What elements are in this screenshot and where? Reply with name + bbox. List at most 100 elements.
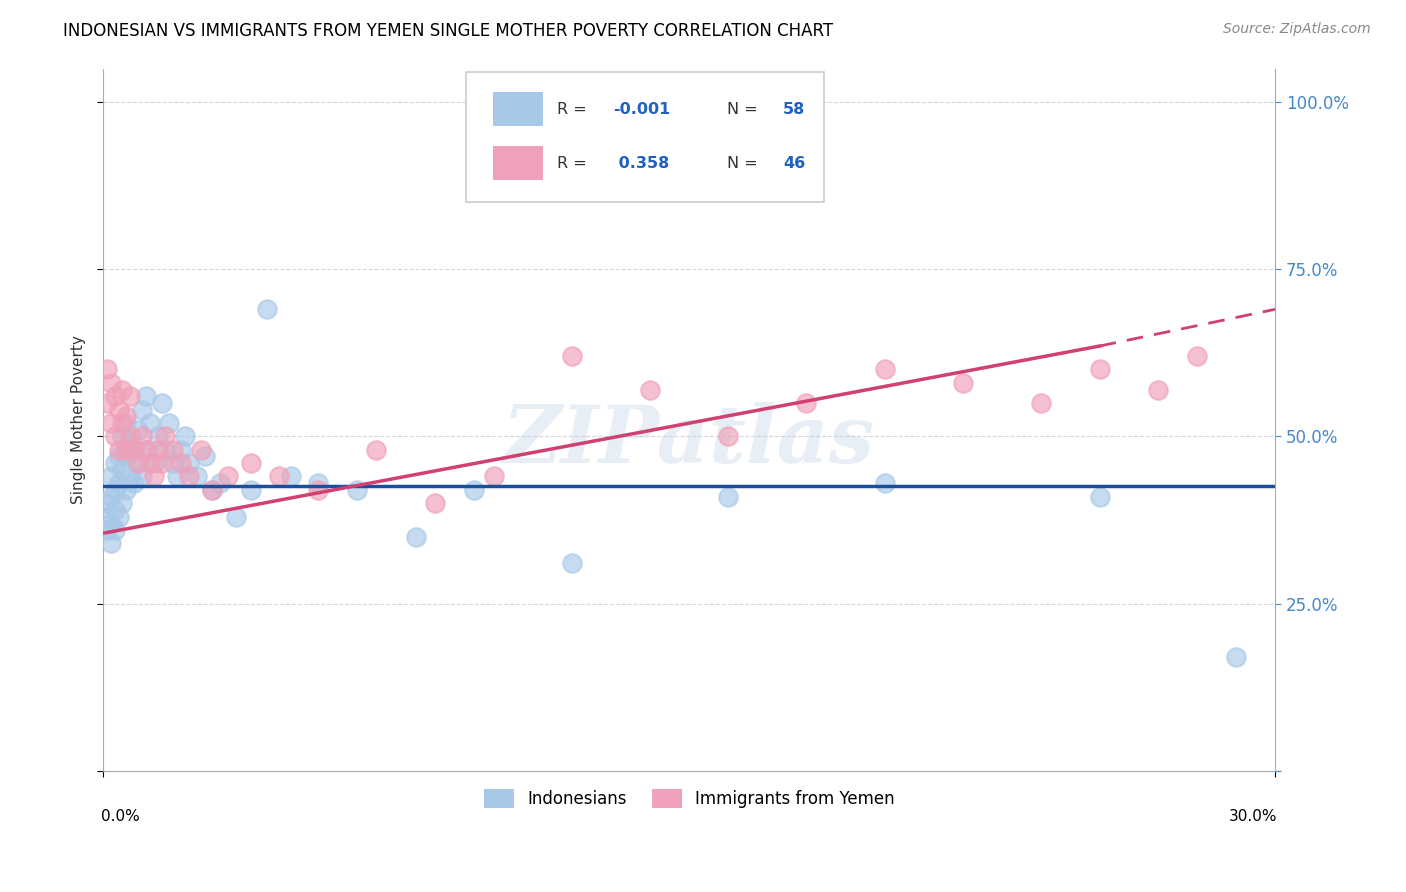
Point [267,469,290,483]
Point [111,383,134,397]
Point [127,456,149,470]
Text: R =: R = [557,102,592,117]
Point [100,536,122,550]
Point [155,429,177,443]
Text: -0.001: -0.001 [613,102,671,117]
Text: 58: 58 [783,102,806,117]
Point [796,396,818,410]
Point [1088,490,1111,504]
Point [111,496,134,510]
Point [120,429,142,443]
Point [131,402,153,417]
Point [146,429,169,443]
Point [111,416,134,430]
Legend: Indonesians, Immigrants from Yemen: Indonesians, Immigrants from Yemen [477,782,901,815]
Point [111,429,134,443]
Point [170,456,193,470]
Text: ZIPatlas: ZIPatlas [503,402,875,479]
Point [190,442,212,457]
Point [873,476,896,491]
Point [201,483,224,497]
Point [1029,396,1052,410]
Point [104,483,127,497]
Point [240,456,263,470]
Point [366,442,388,457]
Point [561,349,583,363]
Point [127,456,149,470]
Point [561,557,583,571]
Point [1147,383,1170,397]
Point [256,302,278,317]
Point [170,442,193,457]
Y-axis label: Single Mother Poverty: Single Mother Poverty [72,335,86,504]
Point [120,469,142,483]
Point [100,490,122,504]
Point [127,423,149,437]
Point [482,469,505,483]
Point [346,483,368,497]
Point [96,362,118,376]
Point [139,456,162,470]
Point [104,503,127,517]
Point [104,429,127,443]
Point [150,396,173,410]
FancyBboxPatch shape [494,146,543,180]
Point [100,469,122,483]
Point [111,463,134,477]
Point [146,442,169,457]
Point [96,509,118,524]
FancyBboxPatch shape [494,93,543,126]
Point [177,469,200,483]
Point [115,416,138,430]
Point [307,476,329,491]
Point [104,456,127,470]
Point [717,429,740,443]
Point [638,383,661,397]
Point [1225,650,1247,665]
Point [209,476,232,491]
Point [217,469,239,483]
Text: N =: N = [727,156,762,170]
Point [115,450,138,464]
Point [162,456,184,470]
Point [174,429,197,443]
Point [120,389,142,403]
Point [186,469,208,483]
Point [96,523,118,537]
Point [155,442,177,457]
Point [135,389,157,403]
Point [100,376,122,390]
Text: 46: 46 [783,156,806,170]
Point [177,456,200,470]
Point [142,456,165,470]
Point [150,456,173,470]
Text: N =: N = [727,102,762,117]
Point [107,509,129,524]
Point [142,469,165,483]
Point [307,483,329,497]
Text: R =: R = [557,156,596,170]
Point [122,442,145,457]
Point [120,436,142,450]
Point [873,362,896,376]
Point [423,496,446,510]
Point [107,402,129,417]
Point [115,483,138,497]
Point [131,429,153,443]
Point [135,442,157,457]
Point [225,509,247,524]
Point [122,476,145,491]
Point [104,389,127,403]
Point [104,523,127,537]
Point [122,442,145,457]
Text: 0.358: 0.358 [613,156,669,170]
Point [107,450,129,464]
Point [1088,362,1111,376]
Point [405,530,427,544]
Point [100,516,122,531]
FancyBboxPatch shape [467,72,824,202]
Point [717,490,740,504]
Point [463,483,485,497]
Point [131,469,153,483]
Point [600,175,623,189]
